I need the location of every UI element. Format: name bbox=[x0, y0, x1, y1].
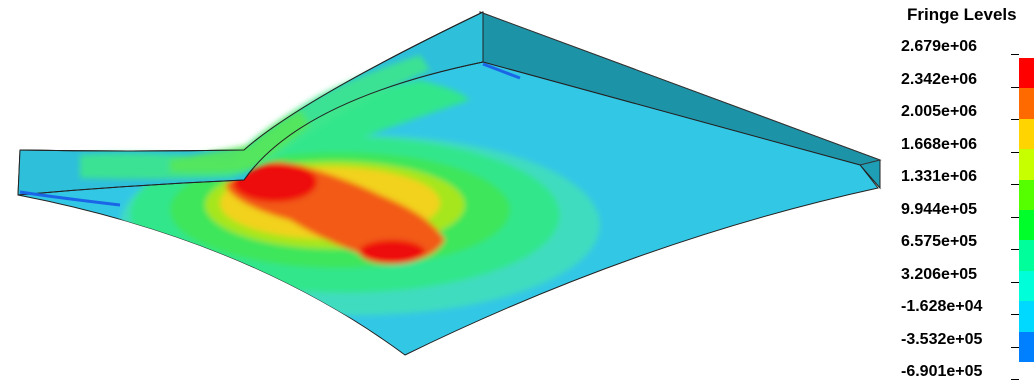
legend-tick bbox=[1011, 249, 1019, 250]
legend-color-swatch bbox=[1019, 88, 1034, 120]
legend-tick bbox=[1011, 86, 1019, 88]
legend-color-swatch bbox=[1019, 179, 1034, 211]
legend-color-swatch bbox=[1019, 270, 1034, 302]
legend-level-label: 6.575e+05 bbox=[901, 233, 978, 250]
legend-tick bbox=[1011, 184, 1019, 185]
legend-level-label: -3.532e+05 bbox=[901, 330, 983, 348]
legend-level-label: 1.668e+06 bbox=[901, 135, 978, 153]
legend-title: Fringe Levels bbox=[907, 5, 1017, 24]
legend-tick bbox=[1011, 151, 1019, 153]
legend-level-label: 2.005e+06 bbox=[901, 103, 978, 120]
legend-color-swatch bbox=[1019, 331, 1034, 363]
legend-color-bar bbox=[1019, 58, 1034, 363]
legend-level-label: 9.944e+05 bbox=[901, 200, 978, 218]
stress-contours bbox=[60, 80, 600, 315]
flange-crease-line bbox=[19, 11, 484, 152]
contour-band-red-lower bbox=[359, 240, 425, 264]
fringe-legend: Fringe Levels 2.679e+06 2.342e+06 2.005e+0… bbox=[885, 0, 1034, 383]
contour-band-red-upper bbox=[233, 162, 317, 202]
legend-tick bbox=[1011, 379, 1019, 380]
flange-blue-edge-top bbox=[482, 62, 521, 80]
legend-level-label: -1.628e+04 bbox=[901, 298, 983, 315]
legend-tick bbox=[1011, 216, 1019, 218]
fringe-plot bbox=[17, 11, 882, 356]
legend-tick bbox=[1011, 54, 1019, 55]
legend-tick bbox=[1011, 281, 1019, 283]
legend-level-label: 2.342e+06 bbox=[901, 70, 978, 88]
legend-color-swatch bbox=[1019, 240, 1034, 272]
legend-color-swatch bbox=[1019, 58, 1034, 89]
legend-tick bbox=[1011, 346, 1019, 348]
legend-color-swatch bbox=[1019, 301, 1034, 333]
legend-level-label: 3.206e+05 bbox=[901, 265, 978, 283]
legend-level-label: 2.679e+06 bbox=[901, 38, 978, 55]
legend-tick bbox=[1011, 314, 1019, 315]
flange-blue-edge bbox=[19, 190, 121, 207]
flange-inner-edge bbox=[17, 61, 484, 196]
legend-color-swatch bbox=[1019, 210, 1034, 241]
legend-level-label: 1.331e+06 bbox=[901, 168, 978, 185]
legend-color-swatch bbox=[1019, 118, 1034, 150]
legend-color-swatch bbox=[1019, 149, 1034, 181]
model-viewport[interactable] bbox=[0, 0, 885, 383]
flange-band-green bbox=[80, 55, 430, 179]
legend-level-label: -6.901e+05 bbox=[901, 363, 983, 380]
legend-tick bbox=[1011, 119, 1019, 120]
